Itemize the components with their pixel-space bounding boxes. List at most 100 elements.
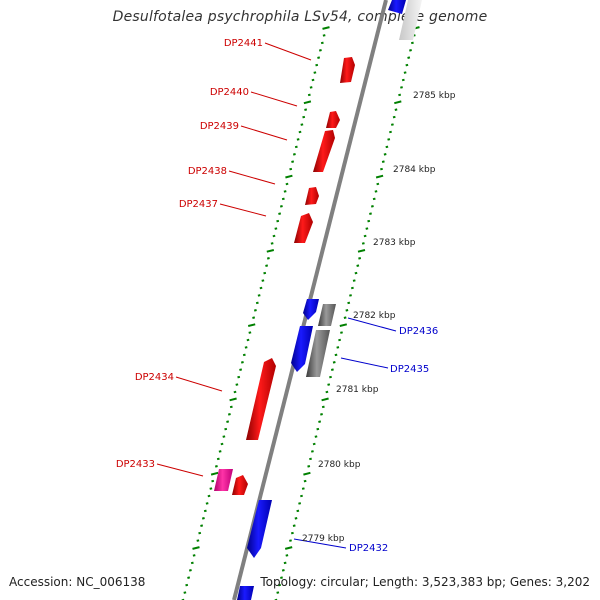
label-leader-line — [264, 42, 312, 61]
label-leader-line — [340, 357, 389, 369]
minor-tick — [387, 138, 391, 141]
gene-feature[interactable] — [247, 500, 272, 558]
minor-tick — [322, 34, 326, 37]
major-tick — [284, 546, 293, 550]
minor-tick — [350, 286, 354, 290]
scale-label: 2782 kbp — [353, 311, 396, 321]
gene-feature[interactable] — [291, 326, 313, 372]
minor-tick — [220, 442, 224, 446]
reverse-gene-features — [237, 0, 422, 600]
gene-feature[interactable] — [305, 187, 319, 205]
pseudo-feature[interactable] — [318, 304, 336, 326]
minor-tick — [380, 167, 383, 171]
minor-tick — [300, 123, 304, 126]
scale-label: 2781 kbp — [336, 385, 379, 395]
minor-tick — [279, 205, 283, 208]
gene-label[interactable]: DP2432 — [349, 543, 388, 554]
minor-tick — [252, 316, 256, 319]
minor-tick — [385, 145, 389, 149]
minor-tick — [336, 346, 340, 349]
label-leader-line — [293, 538, 347, 549]
minor-tick — [278, 583, 282, 587]
minor-tick — [318, 49, 322, 52]
minor-tick — [409, 49, 412, 52]
minor-tick — [392, 115, 396, 119]
minor-tick — [358, 257, 362, 260]
gene-label[interactable]: DP2440 — [210, 87, 249, 98]
minor-tick — [405, 63, 409, 67]
gene-feature[interactable] — [232, 475, 248, 495]
gene-feature[interactable] — [326, 111, 340, 128]
map-title: Desulfotalea psychrophila LSv54, complet… — [112, 9, 488, 25]
major-tick — [394, 100, 402, 105]
gene-feature[interactable] — [313, 130, 335, 172]
minor-tick — [187, 576, 191, 579]
minor-tick — [185, 583, 189, 587]
minor-tick — [320, 413, 323, 416]
minor-tick — [330, 368, 334, 371]
gene-feature[interactable] — [246, 358, 276, 440]
gene-label[interactable]: DP2441 — [224, 38, 263, 49]
minor-tick — [289, 167, 293, 171]
minor-tick — [320, 41, 324, 45]
reverse-tick-track — [274, 26, 420, 600]
minor-tick — [214, 465, 218, 468]
minor-tick — [390, 123, 394, 126]
minor-tick — [248, 331, 252, 334]
minor-tick — [370, 205, 374, 208]
minor-tick — [332, 361, 336, 364]
gene-feature[interactable] — [388, 0, 406, 14]
minor-tick — [205, 502, 209, 505]
minor-tick — [361, 242, 365, 245]
minor-tick — [365, 227, 369, 230]
minor-tick — [347, 301, 351, 305]
minor-tick — [345, 309, 349, 312]
minor-tick — [334, 353, 338, 357]
minor-tick — [285, 554, 289, 557]
minor-tick — [283, 561, 287, 565]
minor-tick — [255, 301, 259, 305]
minor-tick — [352, 279, 356, 282]
minor-tick — [317, 56, 321, 59]
major-tick — [375, 174, 384, 179]
gene-label[interactable]: DP2436 — [399, 326, 438, 337]
minor-tick — [311, 78, 315, 82]
minor-tick — [239, 368, 243, 371]
minor-tick — [340, 331, 343, 334]
scale-label: 2779 kbp — [302, 534, 345, 544]
minor-tick — [294, 517, 298, 520]
gene-feature[interactable] — [237, 586, 254, 600]
minor-tick — [209, 487, 213, 490]
pseudo-feature[interactable] — [399, 0, 422, 40]
gene-label[interactable]: DP2439 — [200, 121, 239, 132]
gene-label[interactable]: DP2435 — [390, 364, 429, 375]
minor-tick — [285, 182, 289, 186]
gene-feature[interactable] — [340, 57, 355, 83]
gene-label[interactable]: DP2433 — [116, 459, 155, 470]
label-leader-line — [347, 317, 397, 332]
minor-tick — [278, 212, 282, 215]
minor-tick — [203, 509, 207, 513]
minor-tick — [349, 294, 352, 297]
gene-label[interactable]: DP2438 — [188, 166, 227, 177]
minor-tick — [226, 420, 230, 423]
gene-label[interactable]: DP2437 — [179, 199, 218, 210]
minor-tick — [244, 346, 248, 349]
label-leader-line — [219, 203, 267, 217]
label-leader-line — [250, 91, 298, 107]
minor-tick — [259, 286, 263, 290]
minor-tick — [389, 130, 392, 134]
minor-tick — [314, 435, 318, 438]
gene-label[interactable]: DP2434 — [135, 372, 174, 383]
rna-feature[interactable] — [214, 469, 233, 491]
major-tick — [192, 546, 200, 550]
minor-tick — [192, 554, 196, 557]
minor-tick — [300, 494, 303, 498]
gene-feature[interactable] — [303, 299, 319, 320]
minor-tick — [276, 591, 280, 594]
pseudo-feature[interactable] — [306, 330, 330, 377]
minor-tick — [296, 138, 300, 141]
gene-feature[interactable] — [294, 213, 313, 243]
label-leader-line — [156, 463, 204, 477]
minor-tick — [310, 450, 314, 453]
